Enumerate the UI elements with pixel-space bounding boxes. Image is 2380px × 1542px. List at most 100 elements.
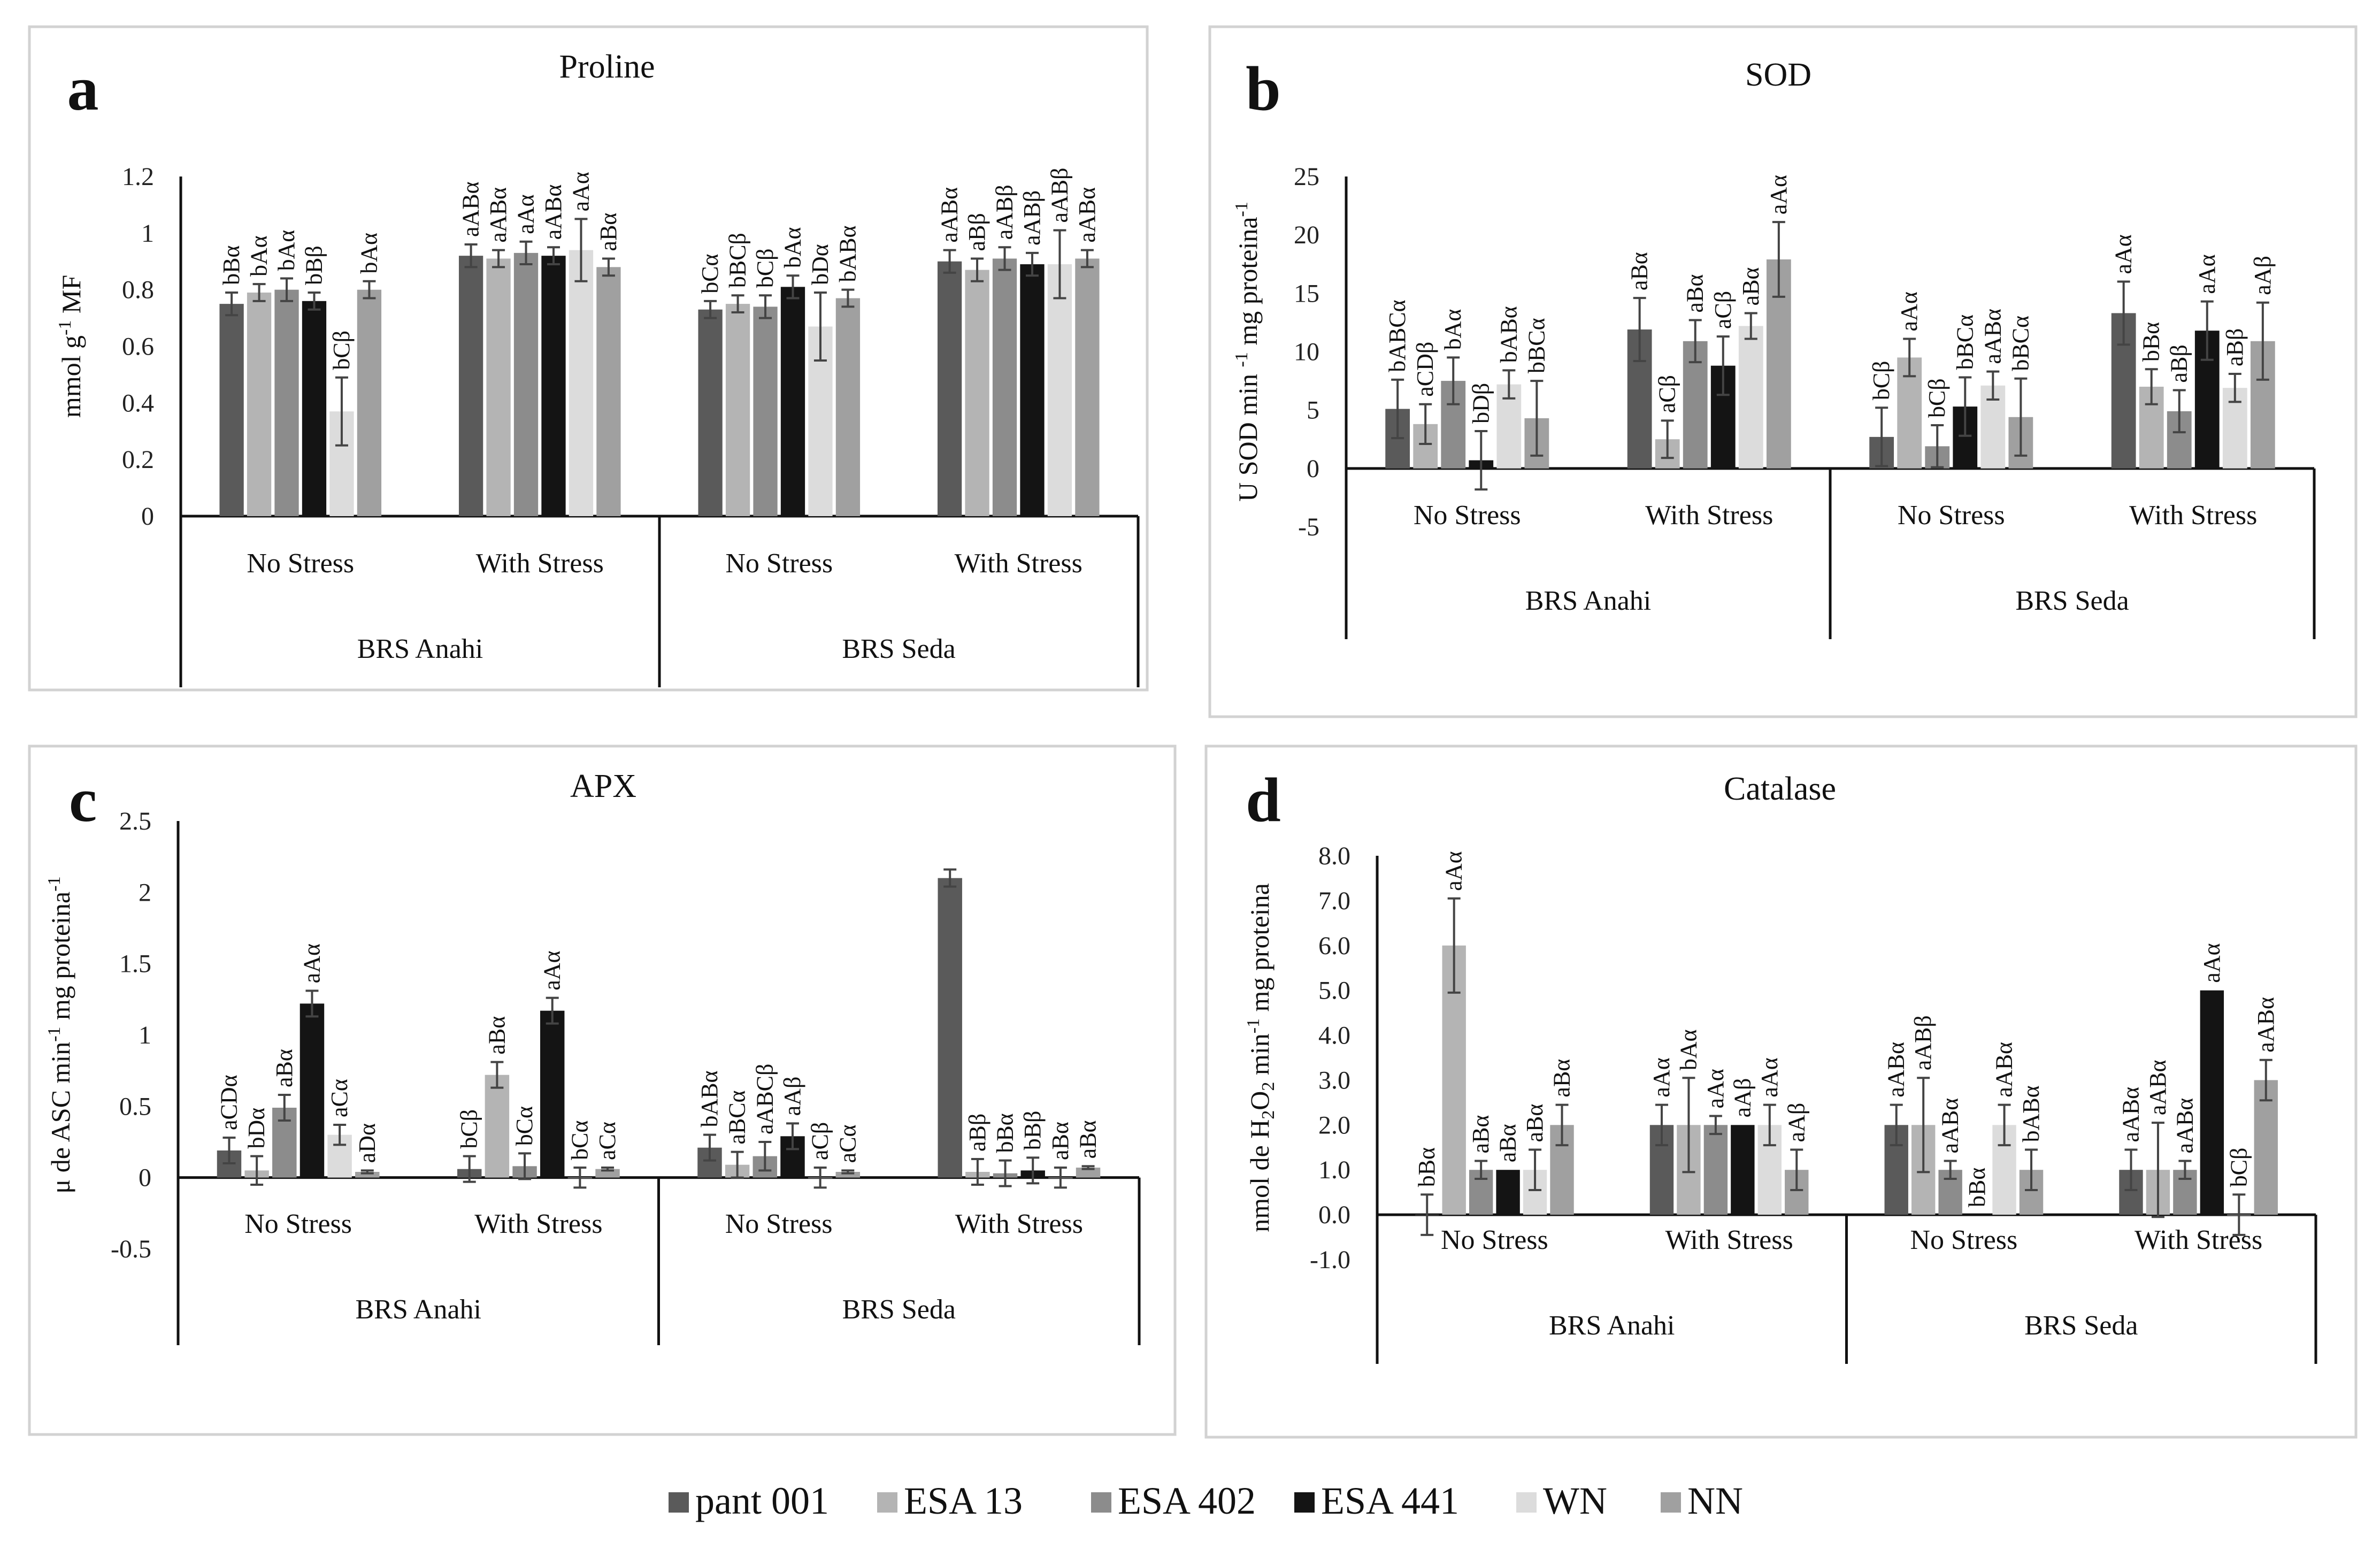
x-category-label: With Stress bbox=[1665, 1225, 1793, 1255]
y-tick-label: 1 bbox=[139, 1021, 151, 1049]
data-label: aBβ bbox=[2166, 344, 2192, 382]
data-label: aAα bbox=[2110, 234, 2137, 274]
data-label: bDα bbox=[807, 244, 833, 285]
y-tick-label: 15 bbox=[1294, 279, 1319, 308]
data-label: aCβ bbox=[1654, 375, 1680, 413]
x-category-label: No Stress bbox=[725, 548, 833, 579]
data-label: bBα bbox=[1964, 1168, 1990, 1207]
data-label: aBα bbox=[1522, 1104, 1548, 1142]
bar bbox=[513, 252, 539, 516]
data-label: aABα bbox=[936, 187, 963, 243]
bar bbox=[2200, 990, 2224, 1215]
legend-swatch bbox=[877, 1492, 897, 1513]
chart-title: APX bbox=[570, 768, 636, 804]
bar bbox=[458, 256, 483, 516]
data-label: aABα bbox=[2171, 1098, 2198, 1154]
x-category-label: With Stress bbox=[955, 548, 1082, 579]
y-tick-label: 10 bbox=[1294, 338, 1319, 366]
panel-frame bbox=[1204, 745, 2358, 1439]
data-label: bABα bbox=[834, 225, 861, 282]
panel-letter: a bbox=[67, 53, 99, 124]
panel-a-proline: a Proline 0 0.2 0.4 0.6 0.8 1 1.2 mmol g-1 MF No S… bbox=[28, 25, 1149, 692]
data-label: bBα bbox=[1414, 1147, 1440, 1187]
group-label: BRS Seda bbox=[2024, 1310, 2138, 1341]
data-label: bBCα bbox=[2007, 316, 2033, 371]
data-label: aCβ bbox=[807, 1122, 833, 1160]
bar bbox=[486, 258, 511, 516]
data-label: bABCα bbox=[1384, 300, 1410, 372]
data-label: bCα bbox=[697, 254, 723, 293]
panel-frame bbox=[28, 745, 1177, 1436]
panel-letter: d bbox=[1246, 765, 1281, 835]
bar bbox=[965, 270, 989, 516]
data-label: aBα bbox=[1495, 1124, 1521, 1162]
bar bbox=[1047, 264, 1072, 516]
group-label: BRS Anahi bbox=[1525, 586, 1652, 616]
y-tick-label: 0.8 bbox=[122, 276, 154, 304]
legend-swatch bbox=[1516, 1492, 1537, 1513]
x-category-label: No Stress bbox=[725, 1209, 833, 1239]
data-label: aBα bbox=[1626, 252, 1653, 290]
data-label: aBCα bbox=[724, 1090, 750, 1144]
panel-b-sod: b SOD -5 0 5 10 15 20 25 U SOD min -1 mg proteina… bbox=[1208, 25, 2358, 718]
data-label: bAα bbox=[779, 227, 805, 268]
x-category-label: No Stress bbox=[1441, 1225, 1548, 1255]
bar bbox=[725, 304, 750, 516]
legend-label: ESA 402 bbox=[1118, 1479, 1256, 1522]
y-tick-label: 0.4 bbox=[122, 389, 154, 417]
y-tick-label: 0 bbox=[141, 502, 154, 531]
bar bbox=[219, 304, 244, 516]
legend-swatch bbox=[669, 1492, 689, 1513]
bar bbox=[541, 256, 566, 516]
bar bbox=[300, 1003, 325, 1178]
data-label: bAα bbox=[246, 235, 272, 277]
data-label: bBCα bbox=[1523, 318, 1549, 373]
y-tick-label: 0.0 bbox=[1318, 1201, 1350, 1229]
data-label: aABα bbox=[2145, 1060, 2171, 1115]
y-tick-label: 0.6 bbox=[122, 333, 154, 361]
chart-title: Catalase bbox=[1724, 771, 1836, 807]
data-label: aBα bbox=[1468, 1115, 1494, 1154]
data-label: bBβ bbox=[1019, 1111, 1046, 1150]
data-label: bCβ bbox=[328, 331, 355, 370]
chart-title: Proline bbox=[559, 49, 655, 85]
bar bbox=[2254, 1080, 2278, 1215]
data-label: aAα bbox=[539, 950, 565, 990]
bar bbox=[247, 292, 272, 516]
y-tick-label: 4.0 bbox=[1318, 1022, 1350, 1050]
x-category-label: With Stress bbox=[2129, 500, 2257, 531]
group-label: BRS Seda bbox=[842, 1294, 956, 1325]
bar bbox=[1731, 1125, 1755, 1215]
bar bbox=[1020, 264, 1045, 516]
y-axis-label: mmol g-1 MF bbox=[55, 275, 86, 418]
data-label: aABα bbox=[1074, 187, 1100, 243]
bar bbox=[357, 289, 382, 516]
data-label: bABα bbox=[2018, 1085, 2044, 1142]
data-label: aCα bbox=[594, 1122, 620, 1160]
x-category-label: With Stress bbox=[2135, 1225, 2262, 1255]
y-tick-label: 3.0 bbox=[1318, 1066, 1350, 1094]
bar bbox=[596, 267, 621, 516]
y-tick-label: 0.5 bbox=[119, 1092, 151, 1121]
bar bbox=[355, 1172, 380, 1178]
x-category-label: No Stress bbox=[1910, 1225, 2017, 1255]
y-tick-label: 1 bbox=[141, 219, 154, 248]
data-label: bAα bbox=[1675, 1029, 1701, 1070]
data-label: aABα bbox=[1883, 1042, 1909, 1098]
bar bbox=[1703, 1125, 1728, 1215]
y-tick-label: -5 bbox=[1298, 513, 1319, 541]
data-label: aAα bbox=[298, 943, 325, 983]
x-category-label: With Stress bbox=[955, 1209, 1083, 1239]
x-category-label: With Stress bbox=[474, 1209, 602, 1239]
bar bbox=[1075, 258, 1100, 516]
panel-c-apx: c APX -0.5 0 0.5 1 1.5 2 2.5 μ de ASC min-1 mg pr… bbox=[28, 745, 1177, 1436]
data-label: aABα bbox=[1979, 309, 2006, 364]
data-label: aCDβ bbox=[1412, 342, 1438, 397]
panel-d-catalase: d Catalase -1.0 0.0 1.0 2.0 3.0 4.0 5.0 6.0 7.0 8.0… bbox=[1204, 745, 2358, 1439]
data-label: aBα bbox=[1682, 274, 1708, 313]
legend-label: NN bbox=[1687, 1479, 1743, 1522]
bar bbox=[835, 1172, 861, 1178]
data-label: aABα bbox=[2253, 997, 2279, 1053]
y-axis-label: μ de ASC min-1 mg proteina-1 bbox=[44, 876, 75, 1193]
